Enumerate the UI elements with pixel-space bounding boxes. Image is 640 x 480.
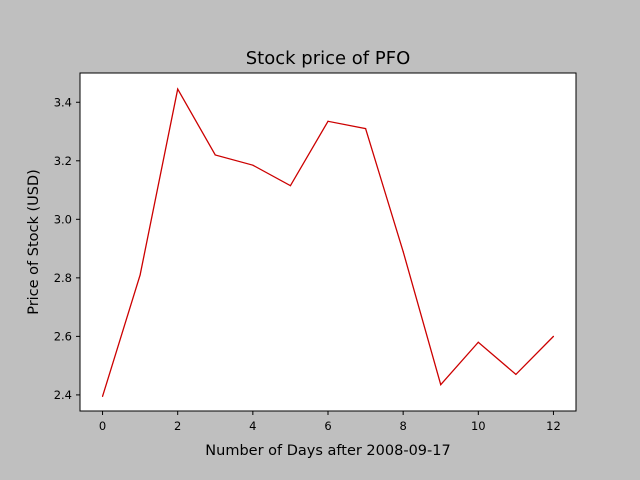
chart-title: Stock price of PFO xyxy=(246,48,411,69)
x-tick-label: 12 xyxy=(546,419,561,433)
x-tick-label: 2 xyxy=(174,419,181,433)
data-point xyxy=(139,274,141,276)
x-tick-label: 4 xyxy=(249,419,256,433)
y-tick-label: 2.6 xyxy=(54,329,72,343)
data-point xyxy=(552,335,555,337)
data-point xyxy=(440,384,442,386)
y-axis-label: Price of Stock (USD) xyxy=(26,169,42,315)
data-point xyxy=(402,250,404,253)
x-axis: 0 2 4 6 8 10 12 xyxy=(99,411,561,433)
data-point xyxy=(101,395,104,397)
x-axis-label: Number of Days after 2008-09-17 xyxy=(205,443,450,459)
y-tick-label: 3.0 xyxy=(54,212,72,226)
data-point xyxy=(289,185,292,187)
data-point xyxy=(252,164,254,166)
x-tick-label: 6 xyxy=(324,419,331,433)
y-tick-label: 2.4 xyxy=(54,388,72,402)
data-point xyxy=(477,341,479,343)
y-tick-label: 2.8 xyxy=(54,271,72,285)
data-point xyxy=(327,120,329,122)
x-tick-label: 10 xyxy=(471,419,486,433)
y-tick-label: 3.4 xyxy=(54,95,72,109)
plot-area xyxy=(80,73,576,411)
plot-frame xyxy=(79,72,577,412)
x-tick-label: 0 xyxy=(99,419,106,433)
y-axis: 2.4 2.6 2.8 3.0 3.2 3.4 xyxy=(54,95,80,402)
y-tick-label: 3.2 xyxy=(54,154,72,168)
series-layer xyxy=(101,87,555,397)
data-point xyxy=(364,128,367,130)
data-point xyxy=(214,154,216,156)
data-point xyxy=(515,373,517,376)
x-tick-label: 8 xyxy=(399,419,406,433)
data-point xyxy=(177,88,179,90)
